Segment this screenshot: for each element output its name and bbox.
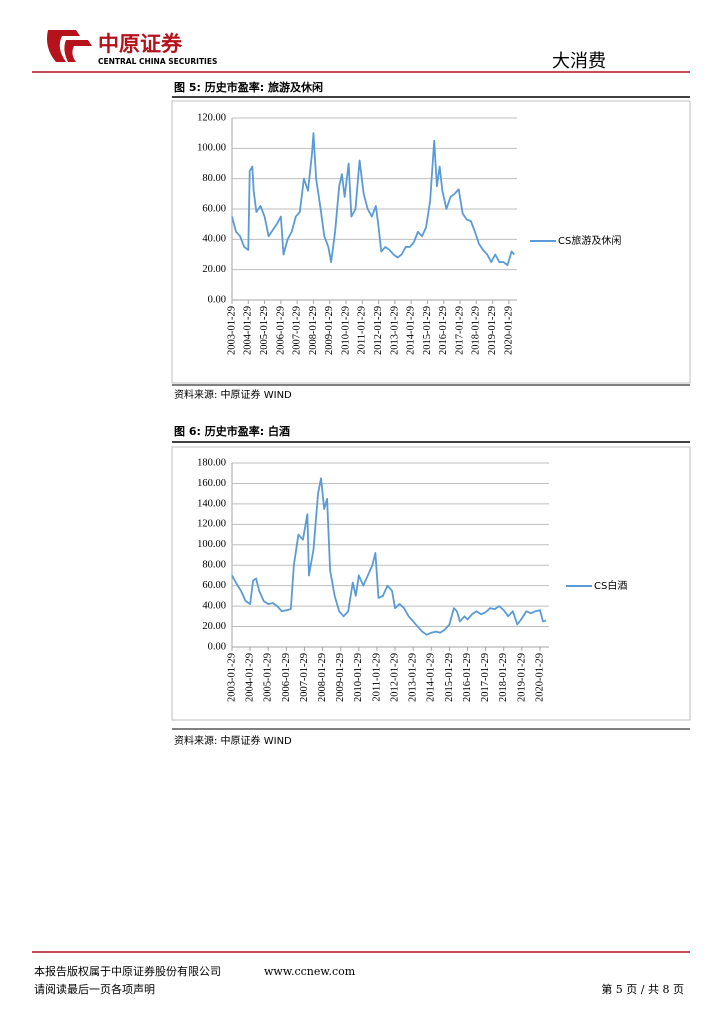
- x-tick-label: 2018-01-29: [471, 306, 482, 355]
- data-line: [231, 477, 547, 636]
- logo: [47, 30, 92, 62]
- x-tick-label: 2018-01-29: [498, 653, 509, 702]
- y-tick-label: 80.00: [202, 560, 226, 571]
- x-tick-label: 2004-01-29: [245, 653, 256, 702]
- x-tick-label: 2006-01-29: [275, 306, 286, 355]
- source-note: 资料来源: 中原证券 WIND: [174, 734, 292, 747]
- x-tick-label: 2016-01-29: [462, 653, 473, 702]
- figure-caption: 图 5: 历史市盈率: 旅游及休闲: [174, 80, 323, 94]
- y-tick-label: 100.00: [197, 143, 226, 154]
- chart-frame: [171, 100, 691, 384]
- x-tick-label: 2014-01-29: [426, 653, 437, 702]
- x-tick-label: 2007-01-29: [292, 306, 303, 355]
- x-tick-label: 2016-01-29: [438, 306, 449, 355]
- chart-frame: [171, 446, 691, 721]
- x-tick-label: 2010-01-29: [353, 653, 364, 702]
- y-tick-label: 100.00: [197, 539, 226, 550]
- x-tick-label: 2006-01-29: [281, 653, 292, 702]
- brand-en: CENTRAL CHINA SECURITIES: [98, 57, 217, 66]
- x-tick-label: 2015-01-29: [422, 306, 433, 355]
- section-title: 大消费: [552, 51, 606, 72]
- y-tick-label: 120.00: [197, 112, 226, 123]
- data-line: [231, 132, 515, 267]
- x-tick-label: 2005-01-29: [259, 306, 270, 355]
- y-tick-label: 0.00: [208, 641, 226, 652]
- x-tick-label: 2004-01-29: [243, 306, 254, 355]
- x-tick-label: 2009-01-29: [335, 653, 346, 702]
- brand-cn: 中原证券: [98, 32, 183, 56]
- x-tick-label: 2009-01-29: [324, 306, 335, 355]
- y-tick-label: 20.00: [202, 621, 226, 632]
- source-note: 资料来源: 中原证券 WIND: [174, 388, 292, 401]
- x-tick-label: 2020-01-29: [503, 306, 514, 355]
- notice: 请阅读最后一页各项声明: [34, 982, 155, 996]
- y-tick-label: 40.00: [202, 601, 226, 612]
- legend-label: CS旅游及休闲: [558, 234, 621, 247]
- x-tick-label: 2005-01-29: [263, 653, 274, 702]
- x-tick-label: 2014-01-29: [406, 306, 417, 355]
- x-tick-label: 2017-01-29: [454, 306, 465, 355]
- website[interactable]: www.ccnew.com: [264, 965, 356, 978]
- x-tick-label: 2012-01-29: [373, 306, 384, 355]
- x-tick-label: 2017-01-29: [480, 653, 491, 702]
- y-tick-label: 60.00: [202, 580, 226, 591]
- y-tick-label: 180.00: [197, 457, 226, 468]
- y-tick-label: 0.00: [208, 294, 226, 305]
- x-tick-label: 2011-01-29: [357, 306, 368, 355]
- x-tick-label: 2019-01-29: [487, 306, 498, 355]
- x-tick-label: 2010-01-29: [340, 306, 351, 355]
- x-tick-label: 2003-01-29: [226, 306, 237, 355]
- copyright: 本报告版权属于中原证券股份有限公司: [34, 964, 221, 978]
- y-tick-label: 140.00: [197, 498, 226, 509]
- y-tick-label: 80.00: [202, 173, 226, 184]
- y-tick-label: 20.00: [202, 264, 226, 275]
- x-tick-label: 2011-01-29: [371, 653, 382, 702]
- y-tick-label: 60.00: [202, 203, 226, 214]
- y-tick-label: 40.00: [202, 234, 226, 245]
- x-tick-label: 2003-01-29: [226, 653, 237, 702]
- x-tick-label: 2015-01-29: [444, 653, 455, 702]
- x-tick-label: 2012-01-29: [389, 653, 400, 702]
- x-tick-label: 2013-01-29: [408, 653, 419, 702]
- y-tick-label: 120.00: [197, 519, 226, 530]
- y-tick-label: 160.00: [197, 478, 226, 489]
- figure-caption: 图 6: 历史市盈率: 白酒: [174, 424, 290, 438]
- x-tick-label: 2019-01-29: [516, 653, 527, 702]
- x-tick-label: 2008-01-29: [317, 653, 328, 702]
- x-tick-label: 2020-01-29: [534, 653, 545, 702]
- legend-label: CS白酒: [594, 579, 627, 592]
- x-tick-label: 2008-01-29: [308, 306, 319, 355]
- x-tick-label: 2007-01-29: [299, 653, 310, 702]
- page-number: 第 5 页 / 共 8 页: [601, 982, 684, 996]
- x-tick-label: 2013-01-29: [389, 306, 400, 355]
